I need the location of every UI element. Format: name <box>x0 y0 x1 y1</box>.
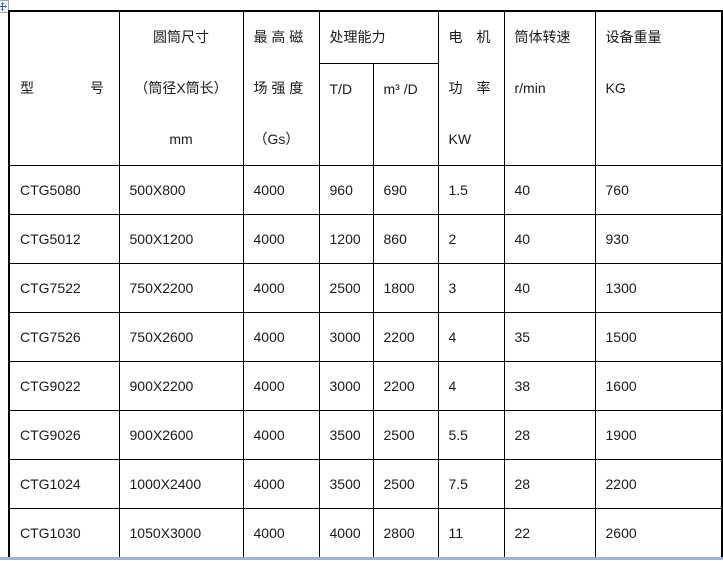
cell-drum-speed[interactable]: 35 <box>503 312 596 362</box>
cell-max-field[interactable]: 4000 <box>242 361 320 411</box>
header-drum-speed[interactable]: 筒体转速 r/min <box>503 10 596 166</box>
table-row: CTG9022 900X2200 4000 3000 2200 4 38 160… <box>8 361 723 411</box>
header-motor-power[interactable]: 电 机 功 率 KW <box>437 10 505 166</box>
table-body: CTG5080 500X800 4000 960 690 1.5 40 760 … <box>8 165 723 558</box>
cell-model[interactable]: CTG7522 <box>8 263 120 313</box>
cell-cylinder-size[interactable]: 750X2600 <box>118 312 244 362</box>
header-capacity-td[interactable]: T/D <box>318 63 374 166</box>
cell-capacity-td[interactable]: 2500 <box>318 263 374 313</box>
cell-weight[interactable]: 760 <box>594 165 723 215</box>
cell-motor-power[interactable]: 1.5 <box>437 165 505 215</box>
cell-drum-speed[interactable]: 40 <box>503 165 596 215</box>
cell-capacity-m3d[interactable]: 690 <box>372 165 439 215</box>
move-arrows-icon <box>0 2 7 11</box>
cell-capacity-td[interactable]: 3500 <box>318 410 374 460</box>
cell-weight[interactable]: 930 <box>594 214 723 264</box>
cell-model[interactable]: CTG1030 <box>8 508 120 558</box>
cell-cylinder-size[interactable]: 900X2200 <box>118 361 244 411</box>
cell-drum-speed[interactable]: 28 <box>503 459 596 509</box>
cell-max-field[interactable]: 4000 <box>242 410 320 460</box>
header-capacity-m3d[interactable]: m³ /D <box>372 63 439 166</box>
cell-cylinder-size[interactable]: 500X800 <box>118 165 244 215</box>
cell-drum-speed[interactable]: 22 <box>503 508 596 558</box>
cell-cylinder-size[interactable]: 500X1200 <box>118 214 244 264</box>
cell-max-field[interactable]: 4000 <box>242 459 320 509</box>
cell-capacity-m3d[interactable]: 1800 <box>372 263 439 313</box>
cell-cylinder-size[interactable]: 1050X3000 <box>118 508 244 558</box>
cell-cylinder-size[interactable]: 1000X2400 <box>118 459 244 509</box>
cell-model[interactable]: CTG9022 <box>8 361 120 411</box>
cell-drum-speed[interactable]: 40 <box>503 214 596 264</box>
cell-motor-power[interactable]: 3 <box>437 263 505 313</box>
cell-drum-speed[interactable]: 38 <box>503 361 596 411</box>
spec-table: 型 号 圆筒尺寸 （筒径X筒长） mm 最 高 磁 场 强 度 （Gs） 处理能… <box>8 10 723 559</box>
header-max-field[interactable]: 最 高 磁 场 强 度 （Gs） <box>242 10 320 166</box>
cell-cylinder-size[interactable]: 900X2600 <box>118 410 244 460</box>
table-move-handle[interactable] <box>0 0 9 13</box>
cell-model[interactable]: CTG9026 <box>8 410 120 460</box>
cell-capacity-td[interactable]: 3500 <box>318 459 374 509</box>
cell-capacity-td[interactable]: 3000 <box>318 312 374 362</box>
cell-weight[interactable]: 2200 <box>594 459 723 509</box>
cell-capacity-m3d[interactable]: 2500 <box>372 459 439 509</box>
cell-weight[interactable]: 1500 <box>594 312 723 362</box>
cell-capacity-m3d[interactable]: 2200 <box>372 312 439 362</box>
table-row: CTG7526 750X2600 4000 3000 2200 4 35 150… <box>8 312 723 362</box>
cell-max-field[interactable]: 4000 <box>242 263 320 313</box>
table-header: 型 号 圆筒尺寸 （筒径X筒长） mm 最 高 磁 场 强 度 （Gs） 处理能… <box>8 10 723 166</box>
cell-weight[interactable]: 1300 <box>594 263 723 313</box>
cell-max-field[interactable]: 4000 <box>242 508 320 558</box>
cell-capacity-m3d[interactable]: 2800 <box>372 508 439 558</box>
cell-motor-power[interactable]: 11 <box>437 508 505 558</box>
table-row: CTG9026 900X2600 4000 3500 2500 5.5 28 1… <box>8 410 723 460</box>
table-row: CTG5080 500X800 4000 960 690 1.5 40 760 <box>8 165 723 215</box>
cell-max-field[interactable]: 4000 <box>242 312 320 362</box>
cell-capacity-m3d[interactable]: 2500 <box>372 410 439 460</box>
header-cylinder-size[interactable]: 圆筒尺寸 （筒径X筒长） mm <box>118 10 244 166</box>
header-model[interactable]: 型 号 <box>8 10 120 166</box>
cell-weight[interactable]: 1600 <box>594 361 723 411</box>
header-row-1: 型 号 圆筒尺寸 （筒径X筒长） mm 最 高 磁 场 强 度 （Gs） 处理能… <box>8 10 723 166</box>
cell-drum-speed[interactable]: 40 <box>503 263 596 313</box>
cell-motor-power[interactable]: 5.5 <box>437 410 505 460</box>
cell-motor-power[interactable]: 2 <box>437 214 505 264</box>
table-row: CTG7522 750X2200 4000 2500 1800 3 40 130… <box>8 263 723 313</box>
cell-cylinder-size[interactable]: 750X2200 <box>118 263 244 313</box>
cell-motor-power[interactable]: 4 <box>437 361 505 411</box>
header-weight[interactable]: 设备重量 KG <box>594 10 723 166</box>
bottom-edge-rule <box>0 557 723 560</box>
table-row: CTG1024 1000X2400 4000 3500 2500 7.5 28 … <box>8 459 723 509</box>
cell-drum-speed[interactable]: 28 <box>503 410 596 460</box>
cell-weight[interactable]: 1900 <box>594 410 723 460</box>
table-row: CTG1030 1050X3000 4000 4000 2800 11 22 2… <box>8 508 723 558</box>
cell-model[interactable]: CTG5012 <box>8 214 120 264</box>
cell-motor-power[interactable]: 7.5 <box>437 459 505 509</box>
cell-capacity-td[interactable]: 960 <box>318 165 374 215</box>
cell-capacity-m3d[interactable]: 2200 <box>372 361 439 411</box>
cell-capacity-td[interactable]: 1200 <box>318 214 374 264</box>
cell-capacity-m3d[interactable]: 860 <box>372 214 439 264</box>
cell-model[interactable]: CTG7526 <box>8 312 120 362</box>
cell-max-field[interactable]: 4000 <box>242 214 320 264</box>
cell-weight[interactable]: 2600 <box>594 508 723 558</box>
header-capacity-group[interactable]: 处理能力 <box>318 10 439 65</box>
header-row-2: T/D m³ /D <box>9 63 722 166</box>
cell-max-field[interactable]: 4000 <box>242 165 320 215</box>
table-row: CTG5012 500X1200 4000 1200 860 2 40 930 <box>8 214 723 264</box>
cell-model[interactable]: CTG5080 <box>8 165 120 215</box>
cell-capacity-td[interactable]: 4000 <box>318 508 374 558</box>
cell-capacity-td[interactable]: 3000 <box>318 361 374 411</box>
cell-motor-power[interactable]: 4 <box>437 312 505 362</box>
cell-model[interactable]: CTG1024 <box>8 459 120 509</box>
